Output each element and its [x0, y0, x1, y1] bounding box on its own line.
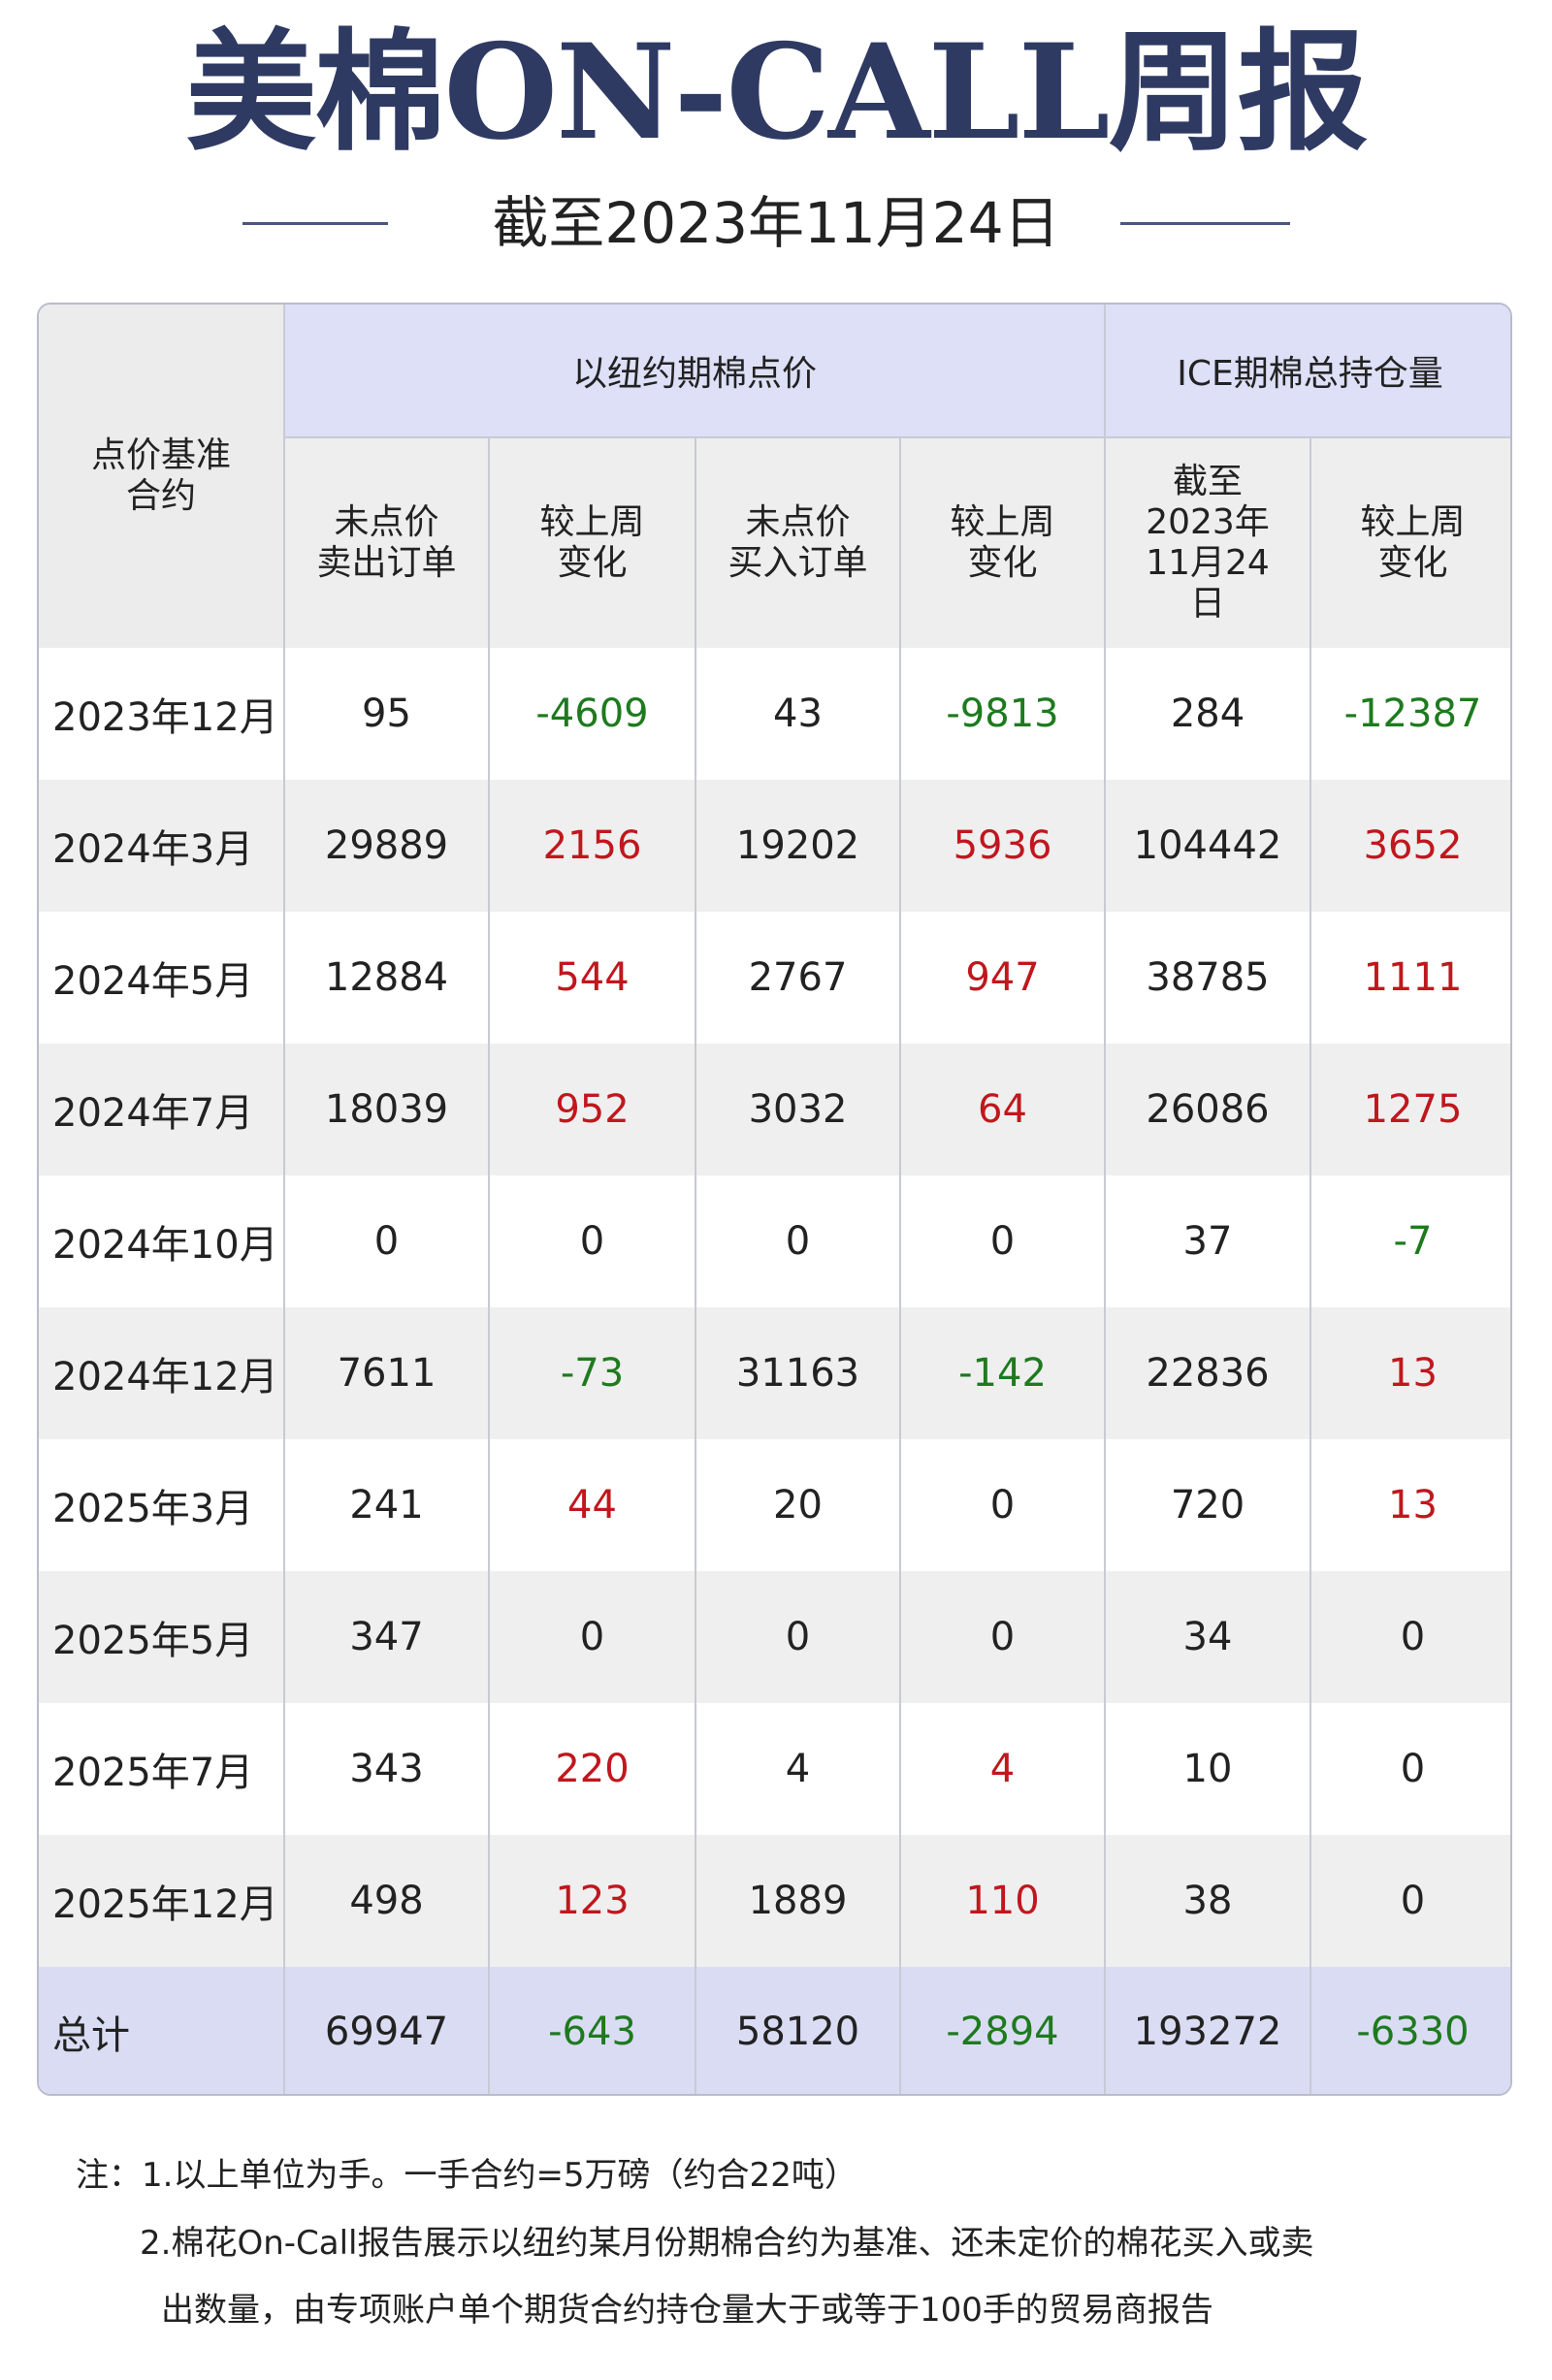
table-cell: 498: [285, 1835, 490, 1967]
table-cell: 12884: [285, 912, 490, 1044]
report-date: 截至2023年11月24日: [492, 190, 1060, 256]
table-cell: 284: [1106, 648, 1311, 780]
table-cell: 123: [490, 1835, 696, 1967]
row-label: 2023年12月: [39, 648, 285, 780]
table-cell: 0: [1311, 1571, 1510, 1703]
table-cell: -7: [1311, 1175, 1510, 1307]
column-header: 截至 2023年 11月24 日: [1106, 438, 1311, 648]
table-cell: 13: [1311, 1439, 1510, 1571]
table-cell: 104442: [1106, 780, 1311, 912]
table-cell: -643: [490, 1967, 696, 2094]
table-cell: 1111: [1311, 912, 1510, 1044]
table-cell: 7611: [285, 1307, 490, 1439]
row-label: 2024年10月: [39, 1175, 285, 1307]
table-cell: 44: [490, 1439, 696, 1571]
table-cell: 5936: [901, 780, 1106, 912]
table-cell: 69947: [285, 1967, 490, 2094]
table-cell: 43: [696, 648, 901, 780]
table-cell: 58120: [696, 1967, 901, 2094]
table-cell: 4: [696, 1703, 901, 1835]
table-cell: 95: [285, 648, 490, 780]
table-cell: 31163: [696, 1307, 901, 1439]
table-cell: -9813: [901, 648, 1106, 780]
table-cell: 0: [1311, 1835, 1510, 1967]
table-cell: 952: [490, 1044, 696, 1175]
table-cell: 4: [901, 1703, 1106, 1835]
table-cell: 29889: [285, 780, 490, 912]
table-cell: 38: [1106, 1835, 1311, 1967]
row-label: 2024年12月: [39, 1307, 285, 1439]
table-cell: 0: [901, 1571, 1106, 1703]
table-cell: 0: [490, 1175, 696, 1307]
table-cell: 110: [901, 1835, 1106, 1967]
note: 注：1.以上单位为手。一手合约=5万磅（约合22吨）: [76, 2156, 857, 2195]
row-label: 2025年12月: [39, 1835, 285, 1967]
table-cell: 37: [1106, 1175, 1311, 1307]
column-header: 较上周 变化: [490, 438, 696, 648]
table-cell: 10: [1106, 1703, 1311, 1835]
table-cell: 0: [1311, 1703, 1510, 1835]
table-cell: 3652: [1311, 780, 1510, 912]
table-cell: -142: [901, 1307, 1106, 1439]
on-call-table: 点价基准 合约 以纽约期棉点价 ICE期棉总持仓量 未点价 卖出订单 较上周 变化 未点价…: [37, 303, 1512, 2096]
row-label: 总计: [39, 1967, 285, 2094]
table-cell: 18039: [285, 1044, 490, 1175]
table-cell: 947: [901, 912, 1106, 1044]
row-label: 2025年3月: [39, 1439, 285, 1571]
row-label: 2025年5月: [39, 1571, 285, 1703]
row-label: 2024年3月: [39, 780, 285, 912]
table-cell: 38785: [1106, 912, 1311, 1044]
page-title: 美棉ON-CALL周报: [185, 15, 1368, 169]
table-cell: 20: [696, 1439, 901, 1571]
note: 2.棉花On-Call报告展示以纽约某月份期棉合约为基准、还未定价的棉花买入或卖: [140, 2224, 1314, 2263]
table-cell: 2156: [490, 780, 696, 912]
table-cell: 241: [285, 1439, 490, 1571]
table-cell: 544: [490, 912, 696, 1044]
table-cell: 0: [696, 1175, 901, 1307]
table-cell: 3032: [696, 1044, 901, 1175]
table-cell: -12387: [1311, 648, 1510, 780]
table-cell: 0: [696, 1571, 901, 1703]
table-cell: 64: [901, 1044, 1106, 1175]
table-cell: 1275: [1311, 1044, 1510, 1175]
divider: [1120, 222, 1290, 225]
table-cell: -6330: [1311, 1967, 1510, 2094]
row-label: 2024年7月: [39, 1044, 285, 1175]
table-cell: 347: [285, 1571, 490, 1703]
table-cell: 1889: [696, 1835, 901, 1967]
divider: [242, 222, 388, 225]
table-cell: 34: [1106, 1571, 1311, 1703]
row-label: 2025年7月: [39, 1703, 285, 1835]
table-cell: 26086: [1106, 1044, 1311, 1175]
table-cell: 343: [285, 1703, 490, 1835]
column-header: 未点价 买入订单: [696, 438, 901, 648]
column-header: 较上周 变化: [901, 438, 1106, 648]
corner-header: 点价基准 合约: [39, 305, 285, 648]
table-cell: 720: [1106, 1439, 1311, 1571]
table-cell: 0: [901, 1175, 1106, 1307]
note: 出数量，由专项账户单个期货合约持仓量大于或等于100手的贸易商报告: [161, 2291, 1213, 2330]
table-cell: -4609: [490, 648, 696, 780]
table-cell: 0: [490, 1571, 696, 1703]
column-header: 未点价 卖出订单: [285, 438, 490, 648]
table-cell: 22836: [1106, 1307, 1311, 1439]
row-label: 2024年5月: [39, 912, 285, 1044]
table-cell: 220: [490, 1703, 696, 1835]
table-cell: 13: [1311, 1307, 1510, 1439]
table-cell: 0: [901, 1439, 1106, 1571]
group-header: ICE期棉总持仓量: [1106, 305, 1510, 438]
table-cell: 19202: [696, 780, 901, 912]
column-header: 较上周 变化: [1311, 438, 1510, 648]
table-cell: 0: [285, 1175, 490, 1307]
table-cell: 2767: [696, 912, 901, 1044]
group-header: 以纽约期棉点价: [285, 305, 1106, 438]
table-cell: 193272: [1106, 1967, 1311, 2094]
table-cell: -73: [490, 1307, 696, 1439]
table-cell: -2894: [901, 1967, 1106, 2094]
